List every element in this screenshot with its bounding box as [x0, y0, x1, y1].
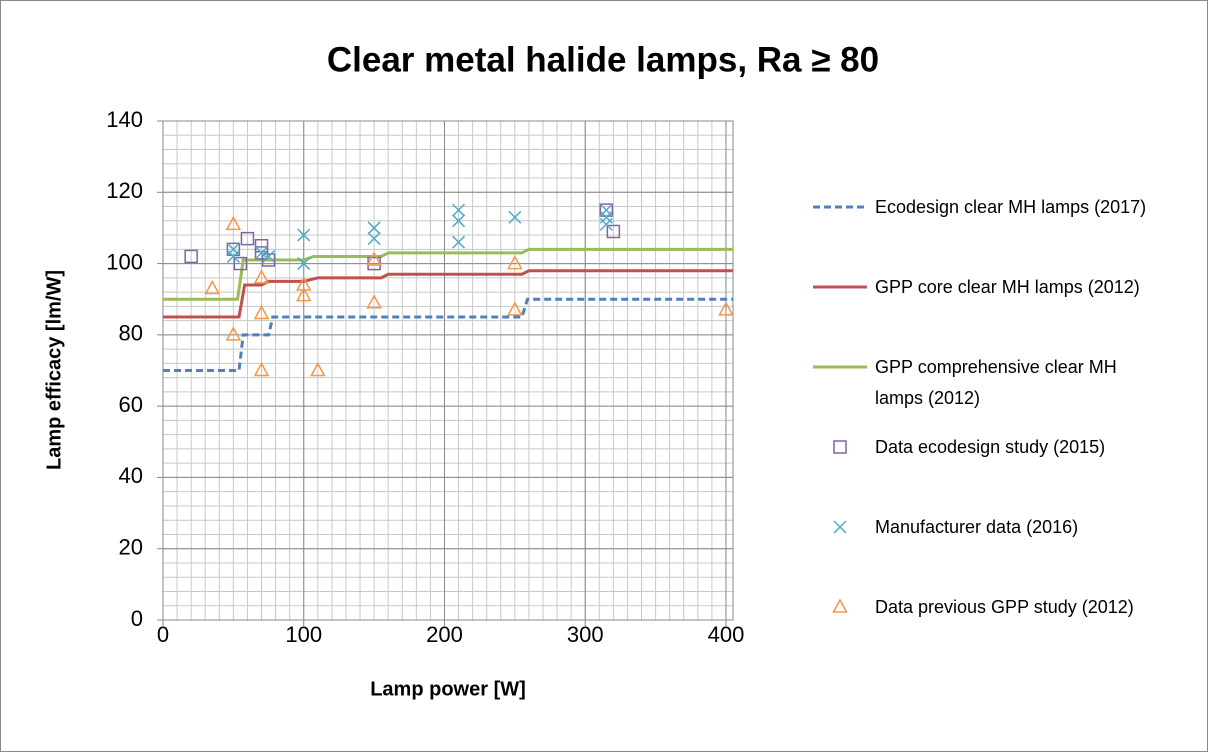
y-tick-label: 80: [119, 321, 143, 346]
data-point: [366, 294, 382, 309]
legend-label: Data ecodesign study (2015): [875, 437, 1106, 457]
data-point: [226, 242, 241, 257]
data-point: [367, 221, 381, 235]
data-point: [452, 235, 466, 249]
data-point: [253, 361, 270, 377]
x-tick-label: 300: [567, 622, 604, 647]
data-point: [204, 279, 221, 295]
chart-title: Clear metal halide lamps, Ra ≥ 80: [327, 40, 879, 79]
data-point: [253, 304, 270, 320]
x-tick-label: 100: [285, 622, 322, 647]
y-tick-label: 40: [119, 463, 143, 488]
legend-symbol: [833, 520, 847, 534]
legend-label: Ecodesign clear MH lamps (2017): [875, 197, 1147, 217]
x-tick-label: 0: [157, 622, 169, 647]
data-point: [310, 361, 326, 377]
data-point: [262, 249, 276, 263]
data-point: [254, 246, 269, 260]
data-point: [295, 287, 312, 302]
data-point: [254, 239, 269, 253]
data-point: [297, 257, 311, 271]
y-axis-title: Lamp efficacy [lm/W]: [43, 270, 65, 470]
legend-label: Manufacturer data (2016): [875, 517, 1079, 537]
x-tick-label: 200: [426, 622, 463, 647]
data-point: [184, 249, 198, 264]
legend-label: Data previous GPP study (2012): [875, 597, 1134, 617]
data-point: [718, 301, 734, 316]
series-line: [163, 247, 733, 301]
y-tick-label: 100: [106, 249, 143, 274]
data-point: [452, 203, 466, 217]
legend-label: GPP comprehensive clear MH lamps (2012): [875, 357, 1117, 408]
y-tick-label: 20: [119, 535, 143, 560]
data-point: [297, 228, 311, 242]
data-point: [225, 215, 242, 231]
data-point: [599, 203, 614, 217]
series-line: [163, 297, 733, 372]
legend-symbol: [832, 598, 848, 613]
data-point: [225, 326, 242, 341]
data-point: [508, 210, 522, 224]
data-point: [367, 232, 381, 246]
data-point: [253, 269, 270, 284]
y-tick-label: 140: [106, 107, 143, 132]
data-point: [606, 224, 621, 239]
legend-label: GPP core clear MH lamps (2012): [875, 277, 1140, 297]
data-point: [599, 217, 613, 231]
data-point: [261, 253, 276, 267]
data-point: [507, 254, 523, 270]
y-tick-label: 120: [106, 178, 143, 203]
data-point: [240, 231, 255, 246]
y-tick-label: 60: [119, 392, 143, 417]
series-line: [163, 269, 733, 319]
data-point: [226, 249, 240, 263]
data-point: [366, 251, 382, 266]
y-tick-label: 0: [131, 606, 143, 631]
data-point: [233, 256, 248, 271]
x-axis-title: Lamp power [W]: [370, 678, 526, 700]
x-tick-label: 400: [708, 622, 745, 647]
legend-symbol: [833, 440, 847, 454]
data-point: [254, 246, 269, 260]
data-point: [452, 214, 466, 228]
data-point: [507, 301, 523, 316]
